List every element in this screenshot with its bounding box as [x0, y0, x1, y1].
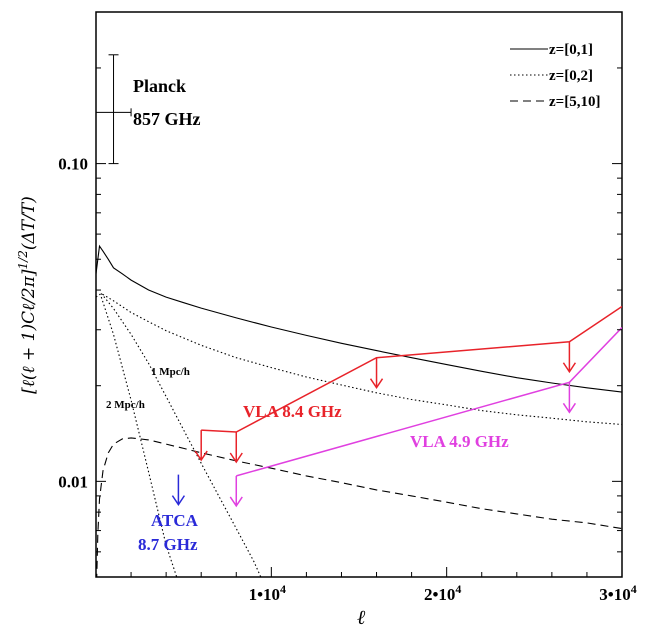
legend-label-2: z=[5,10] [549, 94, 600, 110]
planck-point [95, 54, 132, 165]
upper-limit-arrow-0-1 [229, 431, 243, 464]
upper-limit-arrow-0-2 [369, 357, 384, 390]
series-line-2 [100, 293, 262, 577]
svg-text:2•104: 2•104 [424, 582, 461, 604]
model-curves [96, 244, 622, 577]
series-line-4 [96, 437, 622, 577]
y-axis-label: [ℓ(ℓ + 1)Cℓ/2π]1/2(ΔT/T) [16, 196, 39, 394]
upper-limit-arrow-2-0 [171, 474, 186, 506]
scale-label-2mpc: 2 Mpc/h [106, 399, 145, 411]
planck-frequency: 857 GHz [133, 109, 201, 129]
atca-name-label: ATCA [151, 511, 199, 530]
axis-ticks: 1•104 2•104 3•104 0.01 0.10 [58, 11, 637, 604]
legend-label-0: z=[0,1] [549, 42, 593, 58]
x-tick-label-2: 3•104 [599, 582, 636, 604]
series-line-0 [96, 244, 622, 393]
svg-text:1•104: 1•104 [249, 582, 286, 604]
legend-label-1: z=[0,2] [549, 68, 593, 84]
legend-entry-0: z=[0,1] [510, 42, 593, 58]
legend-entry-1: z=[0,2] [510, 68, 593, 84]
legend: z=[0,1] z=[0,2] z=[5,10] [510, 42, 600, 110]
legend-entry-2: z=[5,10] [510, 94, 600, 110]
planck-label: Planck [133, 76, 186, 96]
upper-limits [171, 305, 622, 508]
upper-limit-arrow-0-0 [194, 430, 208, 462]
series-line-3 [100, 296, 178, 577]
x-axis-label: ℓ [357, 605, 366, 629]
x-tick-label-0: 1•104 [249, 582, 286, 604]
atca-frequency-label: 8.7 GHz [138, 535, 198, 554]
upper-limit-arrow-0-3 [562, 341, 577, 374]
vla-49-label: VLA 4.9 GHz [410, 432, 509, 451]
scale-label-1mpc: 1 Mpc/h [151, 366, 190, 378]
vla-84-label: VLA 8.4 GHz [243, 402, 342, 421]
svg-text:3•104: 3•104 [599, 582, 636, 604]
axis-labels: [ℓ(ℓ + 1)Cℓ/2π]1/2(ΔT/T) ℓ [16, 196, 366, 629]
annotations: Planck 857 GHz VLA 8.4 GHz VLA 4.9 GHz ATCA 8… [95, 54, 509, 554]
x-tick-label-1: 2•104 [424, 582, 461, 604]
series-line-1 [96, 292, 622, 426]
upper-limit-arrow-1-0 [229, 475, 243, 508]
plot-border [95, 11, 623, 578]
y-tick-label-0: 0.01 [58, 472, 88, 491]
y-tick-label-1: 0.10 [58, 155, 88, 174]
upper-limit-arrow-1-1 [562, 382, 577, 414]
plot-frame [95, 11, 623, 578]
